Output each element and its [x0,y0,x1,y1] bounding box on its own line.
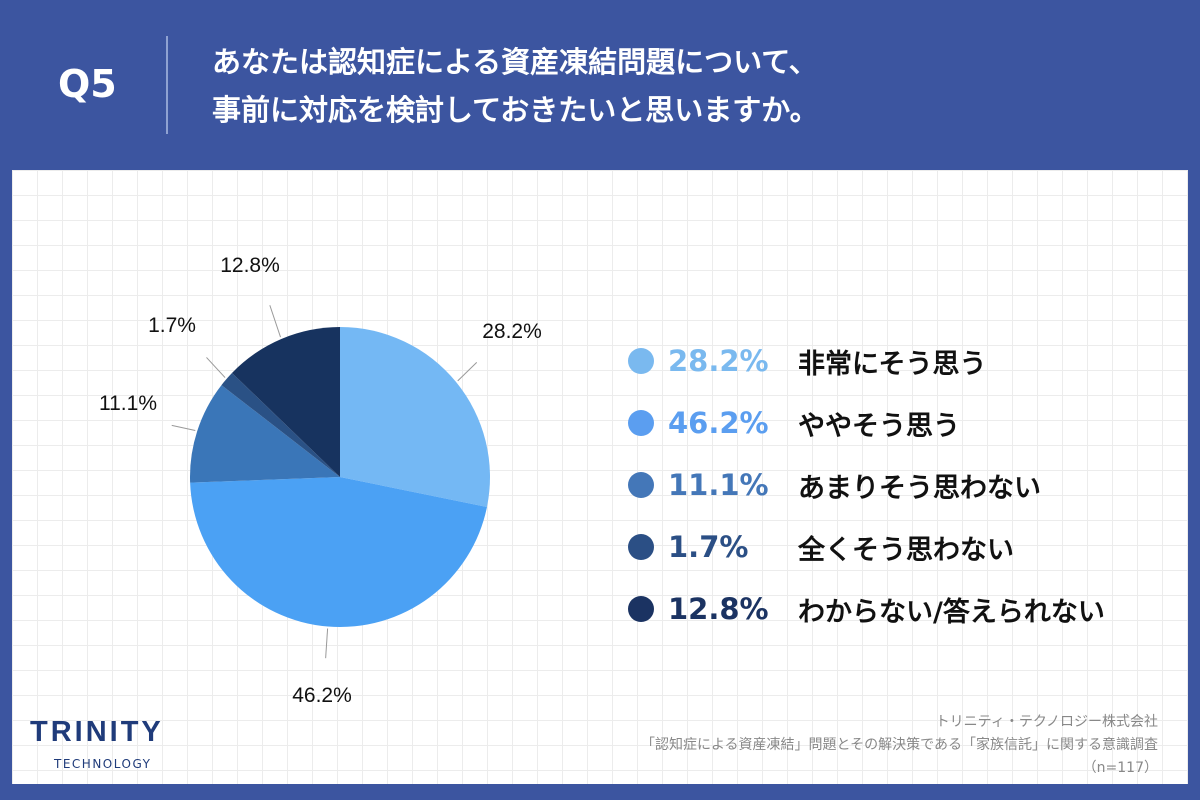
legend-label: あまりそう思わない [798,472,1041,504]
legend-item: 1.7% 全くそう思わない [628,516,1105,578]
logo-sub: TECHNOLOGY [54,757,152,771]
legend-percent: 28.2% [668,344,769,378]
legend-percent: 11.1% [668,468,769,502]
logo: TRINITY [30,716,164,748]
title-line-2: 事前に対応を検討しておきたいと思いますか。 [212,93,819,127]
pie-slice [221,372,340,477]
legend-dot [628,534,654,560]
legend-percent: 1.7% [668,530,749,564]
leader-line [206,357,226,378]
legend-item: 11.1% あまりそう思わない [628,454,1105,516]
legend-percent: 12.8% [668,592,769,626]
legend-item: 28.2% 非常にそう思う [628,330,1105,392]
legend-dot [628,410,654,436]
page-title: あなたは認知症による資産凍結問題について、 事前に対応を検討しておきたいと思いま… [212,38,819,134]
legend-item: 46.2% ややそう思う [628,392,1105,454]
source-line-1: トリニティ・テクノロジー株式会社 [935,714,1158,730]
data-label: 28.2% [482,320,542,343]
pie-slice [340,327,490,507]
question-number: Q5 [58,62,117,106]
data-label: 1.7% [148,314,196,337]
source-line-2: 「認知症による資産凍結」問題とその解決策である「家族信託」に関する意識調査 [640,737,1158,753]
legend-dot [628,596,654,622]
pie-slice [190,477,487,627]
pie-slice [190,385,340,483]
leader-line [269,305,281,338]
data-label: 12.8% [220,254,280,277]
legend: 28.2% 非常にそう思う 46.2% ややそう思う 11.1% あまりそう思わない 1.7… [628,330,1105,640]
legend-label: 全くそう思わない [798,534,1014,566]
leader-line [325,628,329,659]
legend-dot [628,472,654,498]
data-label: 11.1% [99,392,157,415]
legend-label: 非常にそう思う [798,348,987,380]
data-label: 46.2% [292,684,352,707]
legend-dot [628,348,654,374]
source-line-3: （n=117） [1082,760,1158,776]
leader-line [457,361,478,382]
title-line-1: あなたは認知症による資産凍結問題について、 [212,45,818,79]
divider [166,36,168,134]
pie-slice [231,327,340,477]
leader-line [171,424,196,431]
legend-label: わからない/答えられない [798,596,1105,628]
legend-percent: 46.2% [668,406,769,440]
legend-label: ややそう思う [798,410,960,442]
legend-item: 12.8% わからない/答えられない [628,578,1105,640]
source-note: トリニティ・テクノロジー株式会社 「認知症による資産凍結」問題とその解決策である… [641,711,1158,780]
